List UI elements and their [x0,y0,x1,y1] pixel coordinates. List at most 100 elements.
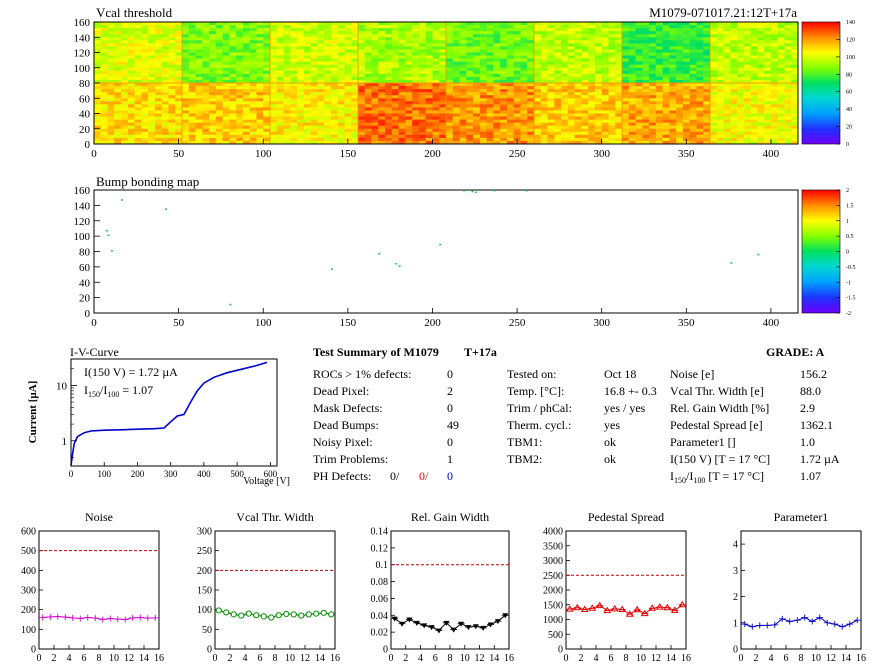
vcal-heat-cell [154,89,163,93]
vcal-heat-cell [642,125,650,130]
vcal-heat-cell [317,98,325,102]
vcal-heat-cell [290,101,298,105]
vcal-heat-cell [351,107,359,111]
vcal-heat-cell [358,134,366,139]
vcal-heat-cell [554,46,562,50]
vcal-heat-cell [710,119,718,124]
vcal-heat-cell [466,131,474,136]
vcal-heat-cell [127,61,136,66]
vcal-heat-cell [256,95,264,99]
vcal-heat-cell [134,22,142,26]
vcal-heat-cell [486,70,494,75]
vcal-heat-cell [561,40,569,44]
vcal-heat-cell [689,119,697,124]
vcal-heat-cell [743,70,752,75]
vcal-heat-cell [249,98,257,102]
ph-defects-label: PH Defects: [313,469,371,483]
vcal-heat-cell [574,125,582,130]
vcal-heat-cell [608,28,616,32]
vcal-heat-cell [242,28,251,32]
vcal-heat-cell [506,95,515,99]
vcal-heat-cell [107,86,115,90]
vcal-heat-cell [317,122,325,127]
vcal-heat-cell [168,104,176,108]
vcal-heat-cell [696,104,704,108]
vcal-heat-cell [182,58,190,63]
vcal-heat-cell [676,40,684,44]
vcal-heat-cell [716,131,724,136]
vcal-heat-cell [209,79,217,84]
vcal-heat-cell [662,43,670,47]
vcal-heat-cell [317,131,325,136]
vcal-heat-cell [554,98,562,102]
vcal-heat-cell [757,89,765,93]
vcal-heat-cell [452,22,460,26]
vcal-heat-cell [493,49,501,53]
vcal-heat-cell [317,116,325,120]
vcal-heat-cell [750,104,758,108]
vcal-heat-cell [757,28,765,32]
vcal-heat-cell [215,64,224,69]
vcal-heat-cell [567,107,576,111]
plot-y-tick-label: 3000 [543,556,563,567]
vcal-heat-cell [195,86,203,90]
vcal-heat-cell [452,137,460,142]
vcal-heat-cell [310,64,318,69]
vcal-heat-cell [378,110,386,114]
vcal-heat-cell [215,46,224,50]
vcal-heat-cell [642,113,650,117]
vcal-heat-cell [473,64,481,69]
vcal-heat-cell [723,34,731,38]
vcal-heat-cell [107,101,115,105]
vcal-heat-cell [100,67,108,72]
vcal-heat-cell [682,49,691,53]
vcal-heat-cell [134,104,142,108]
vcal-heat-cell [209,119,217,124]
vcal-heat-cell [168,128,176,133]
vcal-heat-cell [330,43,339,47]
vcal-heat-cell [791,119,799,124]
vcal-heat-cell [202,110,210,114]
vcal-heat-cell [561,104,569,108]
vcal-heat-cell [696,79,704,84]
vcal-heat-cell [689,95,697,99]
vcal-heat-cell [486,34,494,38]
vcal-heat-cell [520,95,528,99]
vcal-heat-cell [161,67,169,72]
vcal-heat-cell [337,122,345,127]
vcal-heat-cell [561,49,569,53]
vcal-heat-cell [290,113,298,117]
vcal-heat-cell [622,49,630,53]
vcal-heat-cell [276,43,284,47]
vcal-heat-cell [506,131,515,136]
vcal-heat-cell [757,98,765,102]
vcal-heat-cell [723,140,731,145]
vcal-heat-cell [791,113,799,117]
vcal-heat-cell [121,31,129,35]
vcal-heat-cell [676,95,684,99]
vcal-heat-cell [459,116,467,120]
vcal-heat-cell [513,128,521,133]
vcal-heat-cell [351,25,359,29]
vcal-heat-cell [134,58,142,63]
vcal-heat-cell [324,89,332,93]
vcal-heat-cell [351,101,359,105]
vcal-heat-cell [561,98,569,102]
vcal-heat-cell [554,110,562,114]
vcal-heat-cell [527,76,535,81]
vcal-heat-cell [452,37,460,41]
vcal-heat-cell [310,113,318,117]
vcal-heat-cell [500,83,508,87]
vcal-heat-cell [513,92,521,96]
vcal-heat-cell [242,79,251,84]
vcal-heat-cell [378,92,386,96]
vcal-heat-cell [750,67,758,72]
vcal-heat-cell [534,22,542,26]
vcal-heat-cell [270,58,278,63]
plot-x-tick-label: 0 [739,653,744,664]
vcal-heat-cell [391,107,400,111]
plot-point [610,604,619,612]
vcal-heat-cell [446,49,454,53]
dead-bump-marker [110,249,113,252]
vcal-heat-cell [114,70,122,75]
